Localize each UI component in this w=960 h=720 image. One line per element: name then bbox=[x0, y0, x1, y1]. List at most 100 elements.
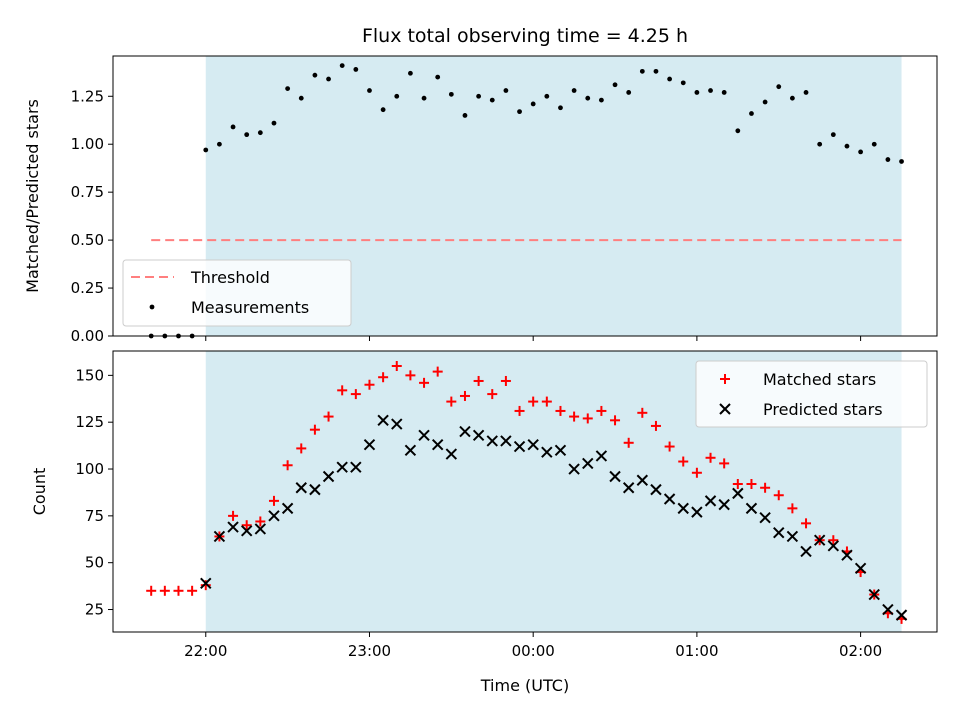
measurement-point bbox=[544, 93, 550, 99]
legend-matched-swatch bbox=[720, 374, 730, 384]
predicted-star-point bbox=[582, 457, 594, 470]
marker-stroke bbox=[813, 534, 826, 546]
bottom-y-tick-label: 150 bbox=[75, 366, 104, 384]
measurement-point bbox=[326, 76, 331, 82]
matched-star-point bbox=[528, 396, 539, 407]
matched-star-point bbox=[405, 370, 416, 381]
top-axes-frame bbox=[112, 55, 938, 337]
predicted-star-point bbox=[254, 523, 267, 535]
matched-star-point bbox=[446, 396, 457, 407]
measurement-point bbox=[285, 86, 291, 92]
marker-stroke bbox=[254, 523, 267, 535]
marker-stroke bbox=[200, 577, 212, 590]
marker-stroke bbox=[431, 438, 444, 451]
measurement-point bbox=[871, 141, 877, 147]
predicted-star-point bbox=[745, 502, 758, 515]
bottom-legend-box bbox=[695, 360, 928, 428]
matched-star-point bbox=[569, 411, 580, 422]
matched-star-point bbox=[350, 389, 361, 400]
measurement-point bbox=[858, 149, 864, 155]
measurement-point bbox=[817, 141, 823, 147]
measurement-point bbox=[762, 99, 768, 105]
matched-star-point bbox=[364, 379, 375, 390]
matched-star-point bbox=[514, 405, 525, 416]
predicted-star-point bbox=[200, 577, 212, 590]
predicted-star-point bbox=[759, 512, 771, 524]
predicted-star-point bbox=[554, 444, 567, 456]
predicted-star-point bbox=[322, 470, 335, 483]
measurement-point bbox=[571, 88, 577, 93]
measurement-point bbox=[530, 101, 536, 107]
matched-star-point bbox=[773, 490, 784, 501]
legend-measurements-swatch bbox=[149, 304, 155, 310]
matched-star-point bbox=[282, 460, 293, 471]
matched-star-point bbox=[241, 520, 252, 531]
measurement-point bbox=[789, 95, 795, 101]
bottom-axes-frame bbox=[112, 350, 938, 633]
marker-stroke bbox=[773, 527, 785, 539]
marker-stroke bbox=[895, 609, 908, 621]
marker-stroke bbox=[650, 483, 662, 496]
top-y-tick-label: 1.25 bbox=[71, 87, 104, 105]
matched-star-point bbox=[459, 390, 470, 401]
predicted-star-point bbox=[472, 429, 485, 442]
matched-star-point bbox=[309, 424, 320, 435]
x-tick-label: 02:00 bbox=[839, 642, 882, 660]
measurement-point bbox=[830, 132, 836, 138]
x-tick-label: 01:00 bbox=[675, 642, 718, 660]
matched-star-point bbox=[419, 377, 430, 388]
predicted-star-point bbox=[541, 446, 553, 458]
measurement-point bbox=[448, 91, 454, 97]
marker-stroke bbox=[691, 506, 703, 518]
marker-stroke bbox=[418, 429, 430, 442]
predicted-star-point bbox=[827, 540, 840, 552]
predicted-star-point bbox=[268, 510, 280, 522]
predicted-star-point bbox=[895, 609, 908, 621]
matched-star-point bbox=[555, 405, 566, 416]
marker-stroke bbox=[663, 493, 676, 505]
bottom-y-tick-label: 125 bbox=[75, 413, 104, 431]
legend-predicted-label: Predicted stars bbox=[763, 400, 883, 419]
measurement-point bbox=[353, 67, 359, 72]
measurement-point bbox=[721, 90, 727, 95]
measurement-point bbox=[612, 82, 618, 88]
matched-star-point bbox=[637, 407, 648, 418]
marker-stroke bbox=[227, 521, 239, 533]
marker-stroke bbox=[295, 482, 307, 494]
predicted-star-point bbox=[445, 448, 458, 460]
marker-stroke bbox=[541, 446, 553, 458]
matched-star-point bbox=[268, 495, 279, 506]
predicted-star-point bbox=[336, 461, 348, 473]
measurement-point bbox=[776, 84, 782, 90]
predicted-star-point bbox=[513, 440, 526, 453]
top-y-tick-label: 0.75 bbox=[71, 183, 104, 201]
marker-stroke bbox=[527, 438, 539, 451]
marker-stroke bbox=[513, 440, 526, 453]
predicted-star-point bbox=[568, 463, 580, 475]
matched-star-point bbox=[432, 366, 443, 377]
marker-stroke bbox=[445, 448, 458, 460]
predicted-star-point bbox=[213, 530, 226, 543]
predicted-star-point bbox=[841, 549, 853, 561]
marker-stroke bbox=[732, 487, 744, 500]
marker-stroke bbox=[582, 457, 594, 470]
marker-stroke bbox=[827, 540, 840, 552]
top-legend: Threshold Measurements bbox=[122, 259, 352, 327]
measurement-point bbox=[394, 93, 400, 99]
predicted-star-point bbox=[486, 435, 498, 447]
predicted-star-point bbox=[704, 495, 717, 507]
marker-stroke bbox=[486, 435, 498, 447]
marker-stroke bbox=[786, 530, 799, 543]
x-axis-label: Time (UTC) bbox=[480, 676, 569, 695]
predicted-star-point bbox=[377, 414, 389, 427]
measurement-point bbox=[749, 111, 754, 116]
marker-stroke bbox=[377, 414, 389, 427]
predicted-star-point bbox=[595, 450, 608, 462]
measurement-point bbox=[558, 105, 563, 111]
matched-star-point bbox=[500, 375, 511, 386]
marker-stroke bbox=[841, 549, 853, 561]
measurement-point bbox=[735, 128, 741, 134]
measurement-point bbox=[367, 88, 372, 93]
matched-star-point bbox=[255, 516, 266, 527]
